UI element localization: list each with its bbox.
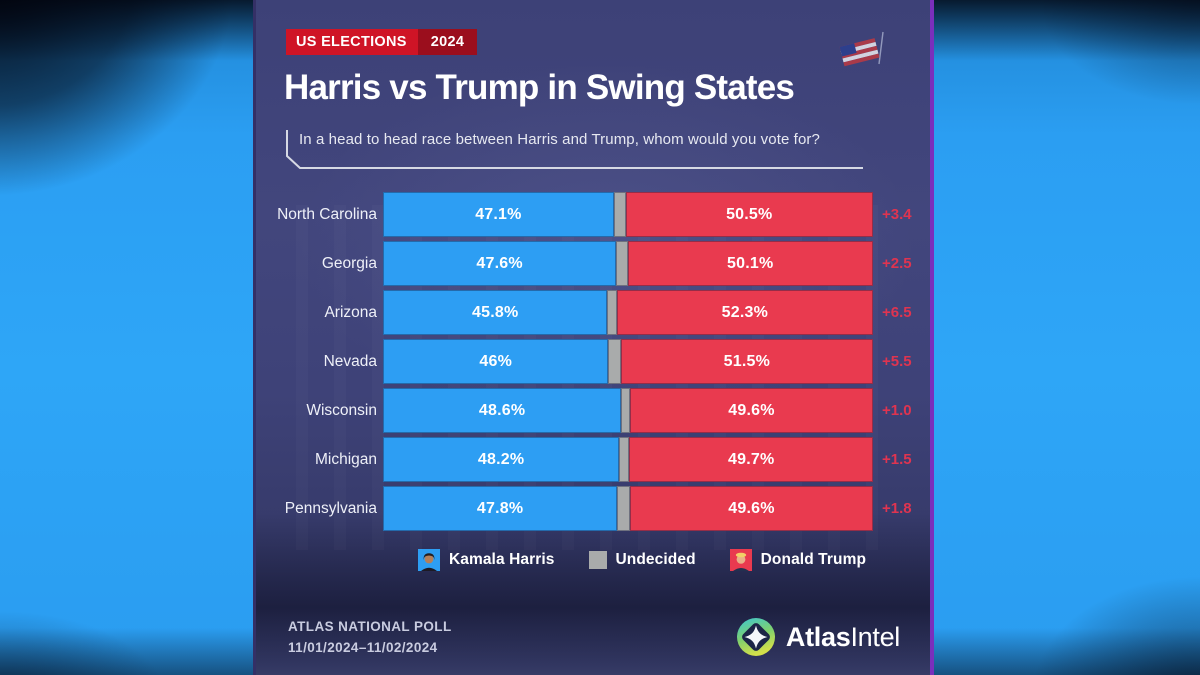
poll-row: Nevada 46% 51.5% +5.5	[256, 339, 930, 384]
trump-bar-segment: 49.7%	[629, 437, 873, 482]
brand-name: AtlasIntel	[785, 621, 900, 652]
state-label: Wisconsin	[306, 401, 377, 419]
poll-info: ATLAS NATIONAL POLL 11/01/2024–11/02/202…	[288, 616, 452, 659]
result-bar: 47.8% 49.6%	[383, 486, 873, 531]
poll-dates: 11/01/2024–11/02/2024	[288, 640, 438, 656]
trump-value-label: 49.6%	[728, 499, 775, 517]
trump-margin-label: +1.0	[882, 402, 912, 419]
poll-row: North Carolina 47.1% 50.5% +3.4	[256, 192, 930, 237]
result-bar: 46% 51.5%	[383, 339, 873, 384]
harris-bar-segment: 47.8%	[383, 486, 618, 531]
trump-margin-label: +2.5	[882, 255, 912, 272]
harris-bar-segment: 48.2%	[383, 437, 620, 482]
legend-item-harris: Kamala Harris	[417, 549, 555, 571]
harris-bar-segment: 47.1%	[383, 192, 614, 237]
trump-value-label: 52.3%	[721, 303, 769, 321]
legend-label: Undecided	[615, 551, 696, 568]
harris-value-label: 45.8%	[472, 303, 519, 321]
undecided-bar-segment	[607, 290, 617, 335]
page-title: Harris vs Trump in Swing States	[284, 68, 795, 107]
state-label: Arizona	[324, 303, 377, 321]
atlasintel-logo-icon	[736, 618, 775, 657]
harris-value-label: 47.1%	[475, 205, 522, 223]
harris-bar-segment: 45.8%	[383, 290, 608, 335]
poll-question: In a head to head race between Harris an…	[286, 128, 864, 170]
trump-margin-label: +1.8	[882, 500, 912, 517]
trump-margin-label: +1.5	[882, 451, 912, 468]
state-label: Georgia	[321, 254, 377, 272]
trump-bar-segment: 50.5%	[625, 192, 873, 237]
elections-badge: US ELECTIONS 2024	[286, 29, 478, 55]
undecided-bar-segment	[621, 388, 630, 433]
harris-value-label: 47.8%	[476, 499, 524, 517]
legend-item-undecided: Undecided	[588, 551, 696, 569]
harris-bar-segment: 47.6%	[383, 241, 617, 286]
trump-margin-label: +6.5	[882, 304, 912, 321]
poll-row: Wisconsin 48.6% 49.6% +1.0	[256, 388, 930, 433]
legend-label: Donald Trump	[760, 551, 867, 568]
chart-legend: Kamala Harris Undecided Donald Trump	[256, 549, 930, 571]
trump-bar-segment: 49.6%	[629, 486, 873, 531]
harris-bar-segment: 48.6%	[383, 388, 622, 433]
footer: ATLAS NATIONAL POLL 11/01/2024–11/02/202…	[256, 616, 930, 659]
poll-rows: North Carolina 47.1% 50.5% +3.4 Georgia …	[256, 192, 930, 531]
poll-name: ATLAS NATIONAL POLL	[288, 618, 452, 634]
infographic-panel: US ELECTIONS 2024 Harris vs Trump in Swi…	[253, 0, 934, 675]
poll-chart: North Carolina 47.1% 50.5% +3.4 Georgia …	[256, 192, 930, 531]
badge-label: US ELECTIONS	[286, 29, 418, 55]
undecided-swatch-icon	[588, 551, 607, 569]
poll-question-text: In a head to head race between Harris an…	[299, 131, 820, 148]
poll-row: Pennsylvania 47.8% 49.6% +1.8	[256, 486, 930, 531]
undecided-bar-segment	[616, 241, 628, 286]
result-bar: 48.2% 49.7%	[383, 437, 873, 482]
undecided-bar-segment	[619, 437, 630, 482]
trump-value-label: 50.5%	[726, 205, 773, 223]
harris-value-label: 47.6%	[476, 254, 523, 272]
trump-bar-segment: 50.1%	[627, 241, 873, 286]
poll-row: Georgia 47.6% 50.1% +2.5	[256, 241, 930, 286]
harris-value-label: 48.2%	[477, 450, 525, 468]
trump-bar-segment: 52.3%	[616, 290, 873, 335]
result-bar: 48.6% 49.6%	[383, 388, 873, 433]
trump-margin-label: +5.5	[882, 353, 912, 370]
quote-bracket	[286, 130, 863, 169]
harris-value-label: 48.6%	[478, 401, 526, 419]
trump-value-label: 50.1%	[727, 254, 774, 272]
state-label: North Carolina	[277, 205, 377, 223]
undecided-bar-segment	[613, 192, 626, 237]
trump-value-label: 49.7%	[728, 450, 775, 468]
state-label: Nevada	[323, 352, 377, 370]
result-bar: 47.1% 50.5%	[383, 192, 873, 237]
donald-trump-photo-icon	[729, 549, 752, 571]
badge-year: 2024	[417, 29, 478, 55]
trump-bar-segment: 51.5%	[620, 339, 873, 384]
trump-value-label: 51.5%	[723, 352, 770, 370]
us-flag-icon	[839, 31, 884, 67]
result-bar: 47.6% 50.1%	[383, 241, 873, 286]
legend-label: Kamala Harris	[448, 551, 555, 568]
legend-item-trump: Donald Trump	[729, 549, 867, 571]
undecided-bar-segment	[608, 339, 621, 384]
state-label: Michigan	[314, 450, 377, 468]
harris-bar-segment: 46%	[383, 339, 609, 384]
state-label: Pennsylvania	[284, 499, 377, 517]
kamala-harris-photo-icon	[417, 549, 440, 571]
trump-bar-segment: 49.6%	[629, 388, 873, 433]
trump-margin-label: +3.4	[882, 206, 912, 223]
poll-row: Michigan 48.2% 49.7% +1.5	[256, 437, 930, 482]
result-bar: 45.8% 52.3%	[383, 290, 873, 335]
trump-value-label: 49.6%	[728, 401, 775, 419]
atlasintel-brand: AtlasIntel	[736, 617, 900, 657]
poll-row: Arizona 45.8% 52.3% +6.5	[256, 290, 930, 335]
undecided-bar-segment	[617, 486, 630, 531]
harris-value-label: 46%	[479, 352, 512, 370]
